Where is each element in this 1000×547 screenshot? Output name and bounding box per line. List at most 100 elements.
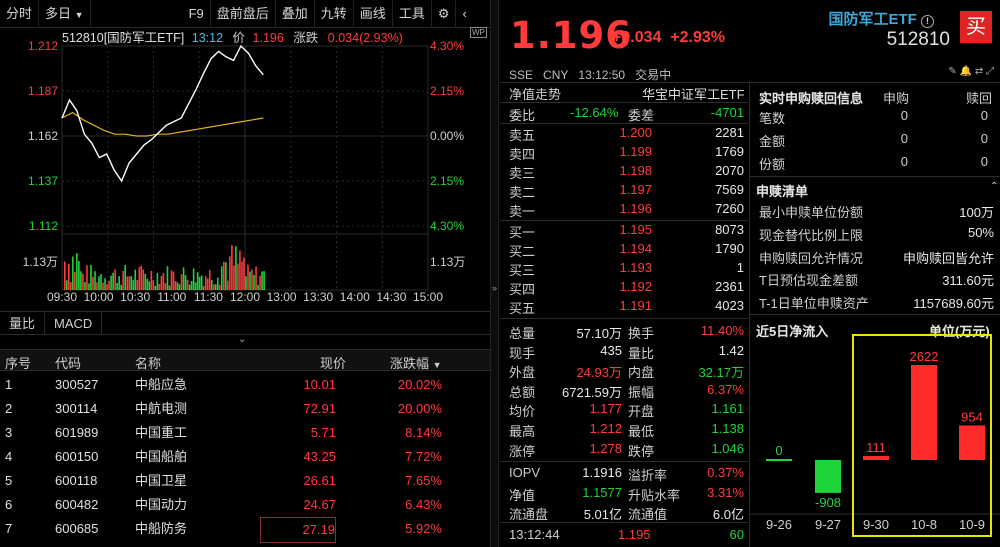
row-code: 600150 [55, 449, 99, 464]
pct-tick-label: 0.00% [430, 129, 464, 143]
nine-turn-button[interactable]: 九转 [315, 0, 354, 28]
table-row[interactable]: 2 300114 中航电测 72.91 20.00% [0, 397, 490, 421]
table-row[interactable]: 5 600118 中国卫星 26.61 7.65% [0, 469, 490, 493]
flow-value-label: 111 [866, 440, 886, 455]
volume-bar [98, 276, 100, 290]
col-code[interactable]: 代码 [55, 356, 82, 371]
chevron-down-icon[interactable]: ▼ [74, 9, 84, 20]
volume-bar [74, 271, 76, 290]
col-name[interactable]: 名称 [135, 356, 162, 371]
volume-bar [110, 275, 112, 290]
info-icon[interactable]: ! [921, 15, 934, 28]
gear-icon[interactable]: ⚙ [432, 0, 457, 28]
volume-bar [259, 275, 261, 290]
volume-bar [194, 282, 197, 290]
buy-button[interactable]: 买 [960, 11, 992, 43]
weibi-value: -12.64% [570, 105, 619, 120]
flow-date-label: 9-27 [815, 517, 841, 532]
overlay-button[interactable]: 叠加 [276, 0, 315, 28]
indicator-tabs: 量比 MACD [0, 311, 490, 335]
volume-bar [114, 269, 116, 290]
volume-bar [263, 271, 265, 290]
row-name: 中国卫星 [135, 473, 188, 488]
sort-down-icon: ▼ [432, 360, 442, 370]
col-index[interactable]: 序号 [5, 356, 32, 371]
last-trade-volume: 60 [729, 527, 744, 542]
stat-label: 净值 [509, 487, 536, 503]
row-index: 7 [5, 521, 13, 536]
volume-bar [225, 262, 227, 290]
chg-label: 涨跌 [293, 31, 319, 45]
fund-name: 国防军工ETF ! [828, 8, 934, 29]
row-price: 24.67 [303, 497, 336, 512]
chart-time: 13:12 [191, 31, 224, 45]
panel-divider[interactable]: » [490, 0, 499, 547]
tab-volume-ratio[interactable]: 量比 [0, 312, 46, 334]
row-change: 6.43% [405, 497, 442, 512]
intraday-chart[interactable]: 1.212 4.30% 1.187 2.15% 1.162 0.00% 1.137 2.15%… [0, 28, 490, 306]
expand-icon[interactable]: ⌄ [238, 334, 247, 345]
redeem-row-value: 0 [980, 154, 988, 169]
ask-level-volume: 7260 [715, 201, 744, 216]
wp-icon[interactable]: WP [470, 27, 487, 38]
volume-bar [184, 275, 187, 290]
bell-icon[interactable]: 🔔 [959, 66, 973, 77]
volume-bar [186, 279, 189, 290]
table-row[interactable]: 4 600150 中国船舶 43.25 7.72% [0, 445, 490, 469]
toolbar-icons: ✎ 🔔 ⇄ ⤢ [948, 66, 994, 77]
volume-bar [116, 283, 118, 290]
volume-bar [130, 276, 133, 290]
tools-button[interactable]: 工具 [393, 0, 432, 28]
ask-level-price: 1.196 [619, 201, 652, 216]
chart-info: 512810[国防军工ETF] 13:12 价 1.196 涨跌 0.034(2… [62, 27, 403, 46]
weibi-label: 委比 [509, 108, 536, 123]
list-expand-icon[interactable]: ⌃ [990, 181, 999, 192]
edit-icon[interactable]: ✎ [948, 66, 957, 77]
expand-icon[interactable]: ⤢ [986, 66, 994, 77]
volume-bar [214, 284, 217, 290]
x-tick-label: 15:00 [413, 290, 443, 304]
list-row-label: 申购赎回允许情况 [759, 250, 864, 266]
col-change[interactable]: 涨跌幅 ▼ [390, 353, 442, 372]
volume-bar [229, 256, 231, 290]
stat-value: 6.37% [707, 381, 744, 397]
volume-bar [227, 280, 229, 290]
nav-trend-link[interactable]: 净值走势 [509, 87, 562, 102]
volume-bar [158, 284, 161, 290]
tab-multiday[interactable]: 多日 ▼ [39, 0, 91, 28]
row-code: 300114 [55, 401, 98, 416]
stat-label: IOPV [509, 465, 541, 480]
stat-value: 11.40% [700, 323, 744, 338]
volume-bar [148, 281, 151, 290]
tab-timeshare[interactable]: 分时 [0, 0, 40, 28]
volume-bar [138, 267, 141, 290]
volume-bar [170, 270, 173, 290]
table-row[interactable]: 3 601989 中国重工 5.71 8.14% [0, 421, 490, 445]
volume-bar [241, 261, 243, 290]
volume-bar [257, 284, 259, 290]
expand-arrows-icon[interactable]: » [492, 283, 498, 293]
table-row[interactable]: 1 300527 中船应急 10.01 20.02% [0, 373, 490, 397]
stat-value: 0.37% [707, 465, 744, 480]
redeem-row-label: 金额 [759, 134, 786, 149]
draw-line-button[interactable]: 画线 [354, 0, 393, 28]
f9-button[interactable]: F9 [183, 0, 211, 28]
volume-bar [108, 280, 110, 290]
flow-date-label: 10-9 [959, 517, 985, 532]
link-icon[interactable]: ⇄ [974, 66, 984, 77]
volume-bar [66, 280, 68, 290]
row-code: 600685 [55, 521, 99, 536]
volume-bar [122, 271, 124, 290]
volume-bar [164, 283, 167, 290]
prepost-button[interactable]: 盘前盘后 [211, 0, 276, 28]
table-row[interactable]: 6 600482 中国动力 24.67 6.43% [0, 493, 490, 517]
tab-macd[interactable]: MACD [45, 312, 103, 334]
col-price[interactable]: 现价 [320, 356, 347, 371]
list-row-value: 100万 [959, 205, 994, 220]
right-panel: 1.196 +0.034 +2.93% 国防军工ETF ! 512810 买 S… [500, 0, 1000, 547]
stat-value: 1.278 [589, 440, 622, 456]
table-row[interactable]: 7 600685 中船防务 27.19 5.92% [0, 517, 490, 543]
bid-level-volume: 1790 [715, 241, 744, 256]
volume-bar [192, 268, 195, 290]
collapse-icon[interactable]: ‹ [462, 5, 467, 21]
